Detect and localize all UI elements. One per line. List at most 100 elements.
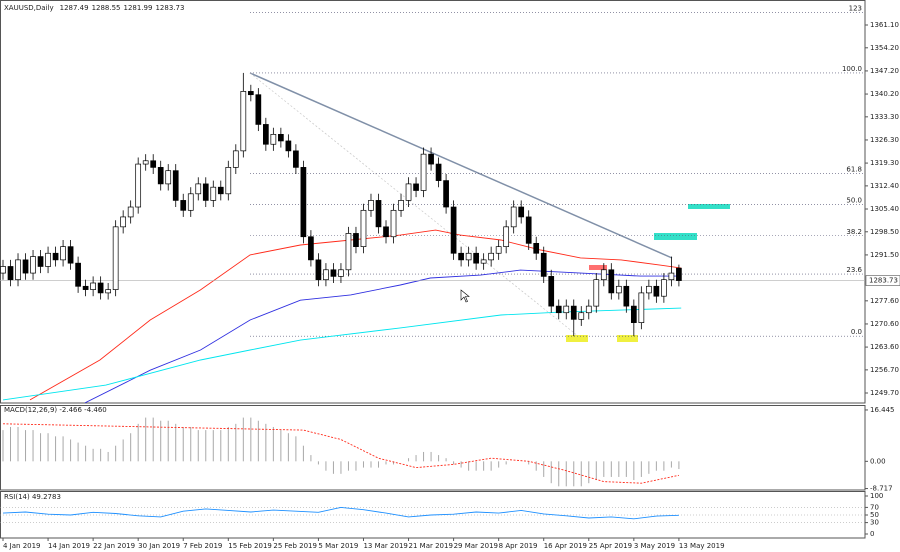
fib-label: 23.6 (846, 266, 862, 274)
candle-body (510, 206, 517, 228)
x-tick-label: 4 Jan 2019 (3, 542, 41, 550)
candle-body (518, 206, 525, 218)
candle-body (345, 233, 352, 271)
close-value: 1283.73 (155, 4, 184, 12)
y-tick-label: 1354.20 (870, 44, 899, 52)
x-tick-label: 15 Feb 2019 (228, 542, 272, 550)
y-tick-label: 50 (870, 511, 879, 519)
rsi-title: RSI(14) 49.2783 (4, 493, 61, 501)
candle-body (676, 267, 682, 281)
candle-body (563, 305, 570, 314)
signal-line (2, 423, 679, 484)
candle-body (278, 133, 284, 142)
candle-body (668, 272, 675, 281)
moving-average (84, 269, 682, 403)
candle-body (30, 256, 36, 274)
y-tick-label: 1263.60 (870, 343, 899, 351)
chart-header: XAUUSD,Daily 1287.49 1288.55 1281.99 1283.73 (4, 4, 184, 12)
x-tick-label: 25 Apr 2019 (589, 542, 632, 550)
candle-body (142, 160, 149, 165)
candle-body (67, 246, 74, 264)
candle-body (90, 282, 96, 290)
candle-body (555, 305, 562, 314)
candle-body (503, 226, 510, 248)
macd-panel (0, 405, 866, 491)
candle-body (638, 292, 645, 323)
support-zone (566, 335, 588, 342)
fib-label: 50.0 (846, 197, 862, 205)
x-tick-label: 13 Mar 2019 (363, 542, 407, 550)
candle-body (368, 200, 374, 211)
y-tick-label: 1256.70 (870, 366, 899, 374)
rsi-line (2, 506, 679, 520)
candle-body (398, 200, 404, 211)
candle-body (0, 266, 6, 274)
candle-body (585, 305, 592, 314)
candle-body (135, 163, 142, 208)
candle-body (52, 252, 59, 261)
candle-body (495, 246, 502, 254)
x-tick-label: 8 Apr 2019 (499, 542, 538, 550)
candle-body (540, 252, 547, 277)
candle-body (548, 276, 555, 307)
x-tick-label: 7 Feb 2019 (183, 542, 222, 550)
candle-body (263, 124, 269, 145)
x-tick-label: 29 Mar 2019 (454, 542, 498, 550)
candle-body (172, 170, 179, 201)
y-tick-label: 1277.60 (870, 297, 899, 305)
y-tick-label: 0 (870, 530, 874, 538)
fib-label: 38.2 (846, 228, 862, 236)
candle-body (608, 269, 615, 294)
candle-body (390, 209, 397, 238)
candle-body (217, 186, 224, 195)
target-zone (654, 233, 697, 240)
candle-body (330, 269, 337, 277)
trend-line (249, 72, 673, 259)
y-tick-label: 1312.40 (870, 182, 899, 190)
candle-body (323, 269, 329, 281)
x-tick-label: 5 Mar 2019 (318, 542, 358, 550)
candle-body (480, 259, 487, 264)
low-value: 1281.99 (124, 4, 153, 12)
y-tick-label: 1326.30 (870, 136, 899, 144)
candle-body (97, 282, 104, 294)
fib-label: 0.0 (851, 328, 862, 336)
x-tick-label: 3 May 2019 (634, 542, 675, 550)
y-tick-label: 1347.20 (870, 67, 899, 75)
fibo-baseline (249, 72, 579, 337)
candle-body (360, 209, 367, 248)
candle-body (315, 259, 322, 281)
candle-body (232, 150, 239, 168)
candle-body (285, 140, 292, 152)
candle-body (225, 167, 232, 195)
y-tick-label: 1361.10 (870, 21, 899, 29)
candle-body (60, 246, 66, 261)
candle-body (45, 252, 51, 267)
candle-body (7, 266, 14, 281)
candle-body (593, 279, 600, 307)
candle-body (428, 153, 434, 165)
candle-body (300, 167, 307, 238)
candle-body (210, 186, 217, 201)
candle-body (653, 285, 660, 297)
x-tick-label: 22 Jan 2019 (93, 542, 135, 550)
candle-body (533, 243, 540, 254)
candle-body (570, 305, 577, 320)
y-tick-label: -8.717 (870, 485, 893, 493)
x-tick-label: 25 Feb 2019 (273, 542, 317, 550)
candle-body (450, 206, 457, 254)
resistance-zone (589, 265, 607, 270)
plot-area (0, 12, 865, 403)
candle-body (180, 200, 187, 211)
candle-body (375, 200, 382, 228)
candle-body (202, 183, 209, 201)
y-tick-label: 1249.70 (870, 389, 899, 397)
candle-body (112, 226, 119, 290)
macd-title: MACD(12,26,9) -2.466 -4.460 (4, 406, 107, 414)
y-tick-label: 16.445 (870, 406, 895, 414)
candle-body (646, 285, 652, 294)
candle-body (82, 285, 89, 290)
candle-body (240, 91, 247, 152)
candle-body (150, 160, 157, 168)
